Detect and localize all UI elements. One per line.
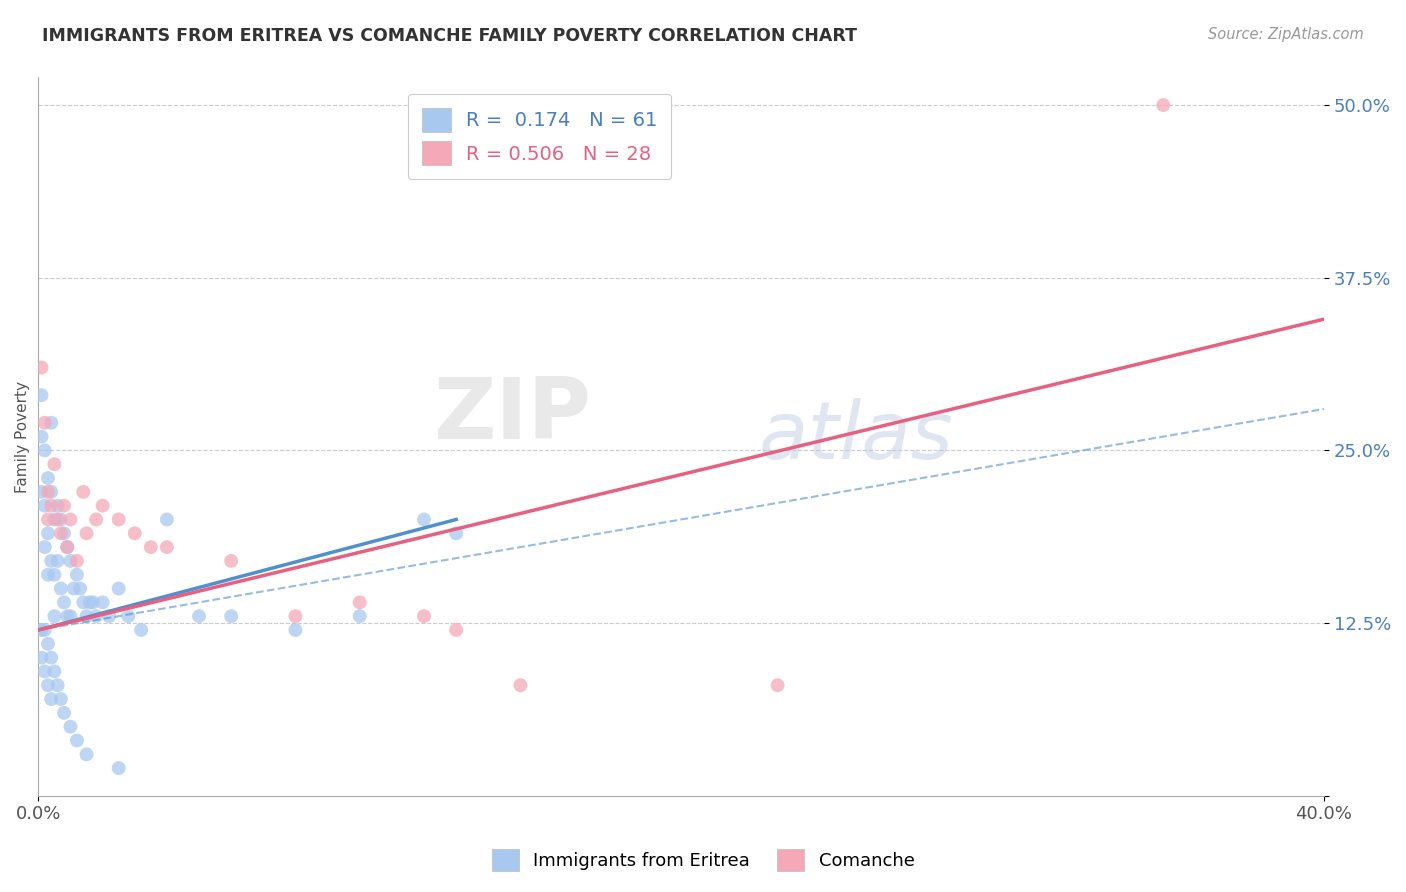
Point (49, 692, 72, 706)
Point (349, 609, 371, 624)
Point (46, 512, 69, 526)
Point (53, 526, 76, 541)
Legend: Immigrants from Eritrea, Comanche: Immigrants from Eritrea, Comanche (485, 842, 921, 879)
Point (444, 623, 467, 637)
Text: ZIP: ZIP (433, 374, 591, 457)
Point (66, 554, 89, 568)
Point (188, 609, 211, 624)
Point (37, 512, 59, 526)
Point (219, 554, 242, 568)
Point (31, 650, 53, 665)
Point (156, 540, 179, 554)
Point (139, 540, 162, 554)
Point (53, 595, 76, 609)
Point (31, 623, 53, 637)
Point (39, 692, 62, 706)
Point (766, 678, 789, 692)
Point (49, 582, 72, 596)
Point (34, 623, 56, 637)
Point (117, 609, 139, 624)
Point (413, 609, 436, 624)
Point (349, 595, 371, 609)
Point (98, 609, 121, 624)
Point (44, 665, 66, 679)
Text: Source: ZipAtlas.com: Source: ZipAtlas.com (1208, 27, 1364, 42)
Point (91, 595, 114, 609)
Point (76, 526, 98, 541)
Point (37, 484, 59, 499)
Point (53, 706, 76, 720)
Text: atlas: atlas (758, 398, 953, 475)
Text: IMMIGRANTS FROM ERITREA VS COMANCHE FAMILY POVERTY CORRELATION CHART: IMMIGRANTS FROM ERITREA VS COMANCHE FAMI… (42, 27, 858, 45)
Point (34, 540, 56, 554)
Point (37, 678, 59, 692)
Point (69, 582, 91, 596)
Point (84, 609, 107, 624)
Point (31, 360, 53, 375)
Point (129, 623, 152, 637)
Point (46, 554, 69, 568)
Point (31, 429, 53, 443)
Point (107, 582, 129, 596)
Point (37, 567, 59, 582)
Point (79, 595, 101, 609)
Point (444, 526, 467, 541)
Point (44, 512, 66, 526)
Point (84, 512, 107, 526)
Point (107, 512, 129, 526)
Point (39, 484, 62, 499)
Point (59, 554, 82, 568)
Point (56, 540, 79, 554)
Point (59, 720, 82, 734)
Point (219, 609, 242, 624)
Point (34, 416, 56, 430)
Y-axis label: Family Poverty: Family Poverty (15, 381, 30, 492)
Point (66, 567, 89, 582)
Point (82, 595, 104, 609)
Point (66, 733, 89, 747)
Point (34, 499, 56, 513)
Point (49, 512, 72, 526)
Point (124, 526, 146, 541)
Point (62, 582, 84, 596)
Point (59, 512, 82, 526)
Point (156, 512, 179, 526)
Point (39, 554, 62, 568)
Point (284, 623, 307, 637)
Point (509, 678, 531, 692)
Point (72, 484, 94, 499)
Point (46, 499, 69, 513)
Point (1152, 98, 1174, 112)
Point (34, 665, 56, 679)
Point (37, 471, 59, 485)
Point (37, 637, 59, 651)
Point (44, 567, 66, 582)
Point (91, 499, 114, 513)
Point (56, 540, 79, 554)
Point (53, 499, 76, 513)
Point (46, 678, 69, 692)
Point (34, 443, 56, 458)
Point (413, 512, 436, 526)
Point (56, 609, 79, 624)
Point (44, 457, 66, 471)
Point (107, 761, 129, 775)
Point (31, 484, 53, 499)
Point (72, 595, 94, 609)
Point (44, 609, 66, 624)
Point (76, 609, 98, 624)
Point (59, 609, 82, 624)
Point (49, 526, 72, 541)
Point (37, 526, 59, 541)
Point (76, 747, 98, 762)
Legend: R =  0.174   N = 61, R = 0.506   N = 28: R = 0.174 N = 61, R = 0.506 N = 28 (408, 95, 671, 178)
Point (39, 499, 62, 513)
Point (39, 416, 62, 430)
Point (39, 650, 62, 665)
Point (31, 388, 53, 402)
Point (284, 609, 307, 624)
